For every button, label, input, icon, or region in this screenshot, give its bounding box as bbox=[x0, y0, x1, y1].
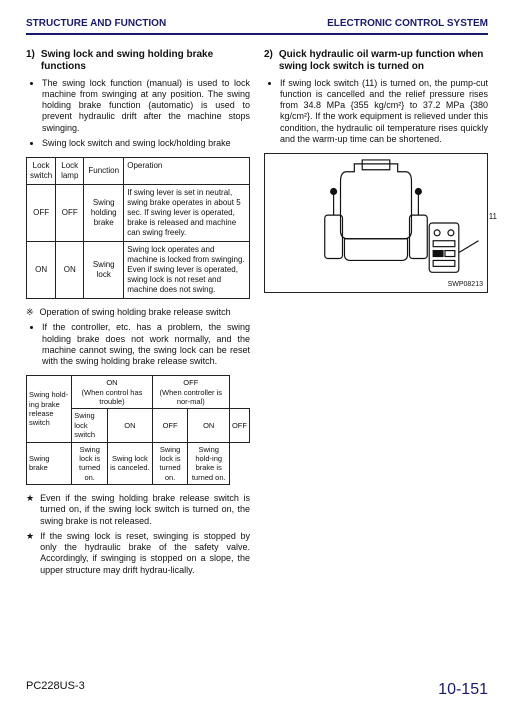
figure-code: SWP08213 bbox=[448, 281, 483, 290]
right-column: 2) Quick hydraulic oil warm-up function … bbox=[264, 49, 488, 580]
star-text: Even if the swing holding brake release … bbox=[40, 493, 250, 527]
td: OFF bbox=[56, 185, 84, 242]
td: OFF bbox=[229, 409, 249, 442]
note-bullets: If the controller, etc. has a problem, t… bbox=[26, 322, 250, 367]
td: ON (When control has trouble) bbox=[72, 376, 152, 409]
swing-lock-table: Lock switch Lock lamp Function Operation… bbox=[26, 157, 250, 299]
star-symbol: ★ bbox=[26, 531, 34, 576]
bullet-item: The swing lock function (manual) is used… bbox=[42, 78, 250, 134]
note-text: Operation of swing holding brake release… bbox=[40, 307, 231, 318]
td: Swing hold-ing brake is turned on. bbox=[188, 442, 229, 485]
table-row: Swing brake Swing lock is turned on. Swi… bbox=[27, 442, 250, 485]
td: If swing lever is set in neutral, swing … bbox=[124, 185, 250, 242]
star-note: ★ Even if the swing holding brake releas… bbox=[26, 493, 250, 527]
th: Lock lamp bbox=[56, 158, 84, 185]
table-row: Swing hold-ing brake release switch ON (… bbox=[27, 376, 250, 409]
bullet-item: If the controller, etc. has a problem, t… bbox=[42, 322, 250, 367]
figure-box: 11 SWP08213 bbox=[264, 153, 488, 293]
table-row: OFF OFF Swing holding brake If swing lev… bbox=[27, 185, 250, 242]
note-symbol: ※ bbox=[26, 307, 34, 318]
star-note: ★ If the swing lock is reset, swinging i… bbox=[26, 531, 250, 576]
footer-model: PC228US-3 bbox=[26, 680, 85, 700]
td: OFF bbox=[152, 409, 188, 442]
td: Swing lock switch bbox=[72, 409, 108, 442]
cell-main: OFF bbox=[155, 378, 227, 387]
header-right: ELECTRONIC CONTROL SYSTEM bbox=[327, 18, 488, 31]
section-1-title: 1) Swing lock and swing holding brake fu… bbox=[26, 49, 250, 74]
table-row: ON ON Swing lock Swing lock operates and… bbox=[27, 242, 250, 299]
section-2-bullets: If swing lock switch (11) is turned on, … bbox=[264, 78, 488, 146]
td: ON bbox=[108, 409, 153, 442]
section-2-title: 2) Quick hydraulic oil warm-up function … bbox=[264, 49, 488, 74]
th: Function bbox=[84, 158, 124, 185]
table-header-row: Lock switch Lock lamp Function Operation bbox=[27, 158, 250, 185]
th: Lock switch bbox=[27, 158, 56, 185]
td: Swing brake bbox=[27, 442, 72, 485]
excavator-cab-diagram bbox=[265, 154, 487, 292]
section-2-heading: Quick hydraulic oil warm-up function whe… bbox=[279, 49, 488, 74]
bullet-item: If swing lock switch (11) is turned on, … bbox=[280, 78, 488, 146]
cell-main: ON bbox=[74, 378, 149, 387]
section-1-number: 1) bbox=[26, 49, 35, 74]
td: OFF (When controller is nor-mal) bbox=[152, 376, 229, 409]
td: Swing lock bbox=[84, 242, 124, 299]
figure-callout-11: 11 bbox=[489, 212, 497, 222]
left-column: 1) Swing lock and swing holding brake fu… bbox=[26, 49, 250, 580]
bullet-item: Swing lock switch and swing lock/holding… bbox=[42, 138, 250, 149]
footer-page-number: 10-151 bbox=[438, 680, 488, 700]
td: Swing lock is turned on. bbox=[152, 442, 188, 485]
td: Swing lock operates and machine is locke… bbox=[124, 242, 250, 299]
section-1-heading: Swing lock and swing holding brake funct… bbox=[41, 49, 250, 74]
td: Swing holding brake bbox=[84, 185, 124, 242]
section-1-bullets: The swing lock function (manual) is used… bbox=[26, 78, 250, 150]
td: Swing lock is canceled. bbox=[108, 442, 153, 485]
td: Swing lock is turned on. bbox=[72, 442, 108, 485]
content-columns: 1) Swing lock and swing holding brake fu… bbox=[26, 49, 488, 580]
cell-sub: (When control has trouble) bbox=[74, 388, 149, 407]
td: ON bbox=[56, 242, 84, 299]
page-footer: PC228US-3 10-151 bbox=[26, 680, 488, 700]
section-2-number: 2) bbox=[264, 49, 273, 74]
th: Operation bbox=[124, 158, 250, 185]
td: OFF bbox=[27, 185, 56, 242]
td: ON bbox=[27, 242, 56, 299]
td: ON bbox=[188, 409, 229, 442]
cell-sub: (When controller is nor-mal) bbox=[155, 388, 227, 407]
star-symbol: ★ bbox=[26, 493, 34, 527]
note-line: ※ Operation of swing holding brake relea… bbox=[26, 307, 250, 318]
header-left: STRUCTURE AND FUNCTION bbox=[26, 18, 166, 31]
header-rule bbox=[26, 33, 488, 35]
td: Swing hold-ing brake release switch bbox=[27, 376, 72, 442]
star-text: If the swing lock is reset, swinging is … bbox=[40, 531, 250, 576]
release-switch-table: Swing hold-ing brake release switch ON (… bbox=[26, 375, 250, 485]
